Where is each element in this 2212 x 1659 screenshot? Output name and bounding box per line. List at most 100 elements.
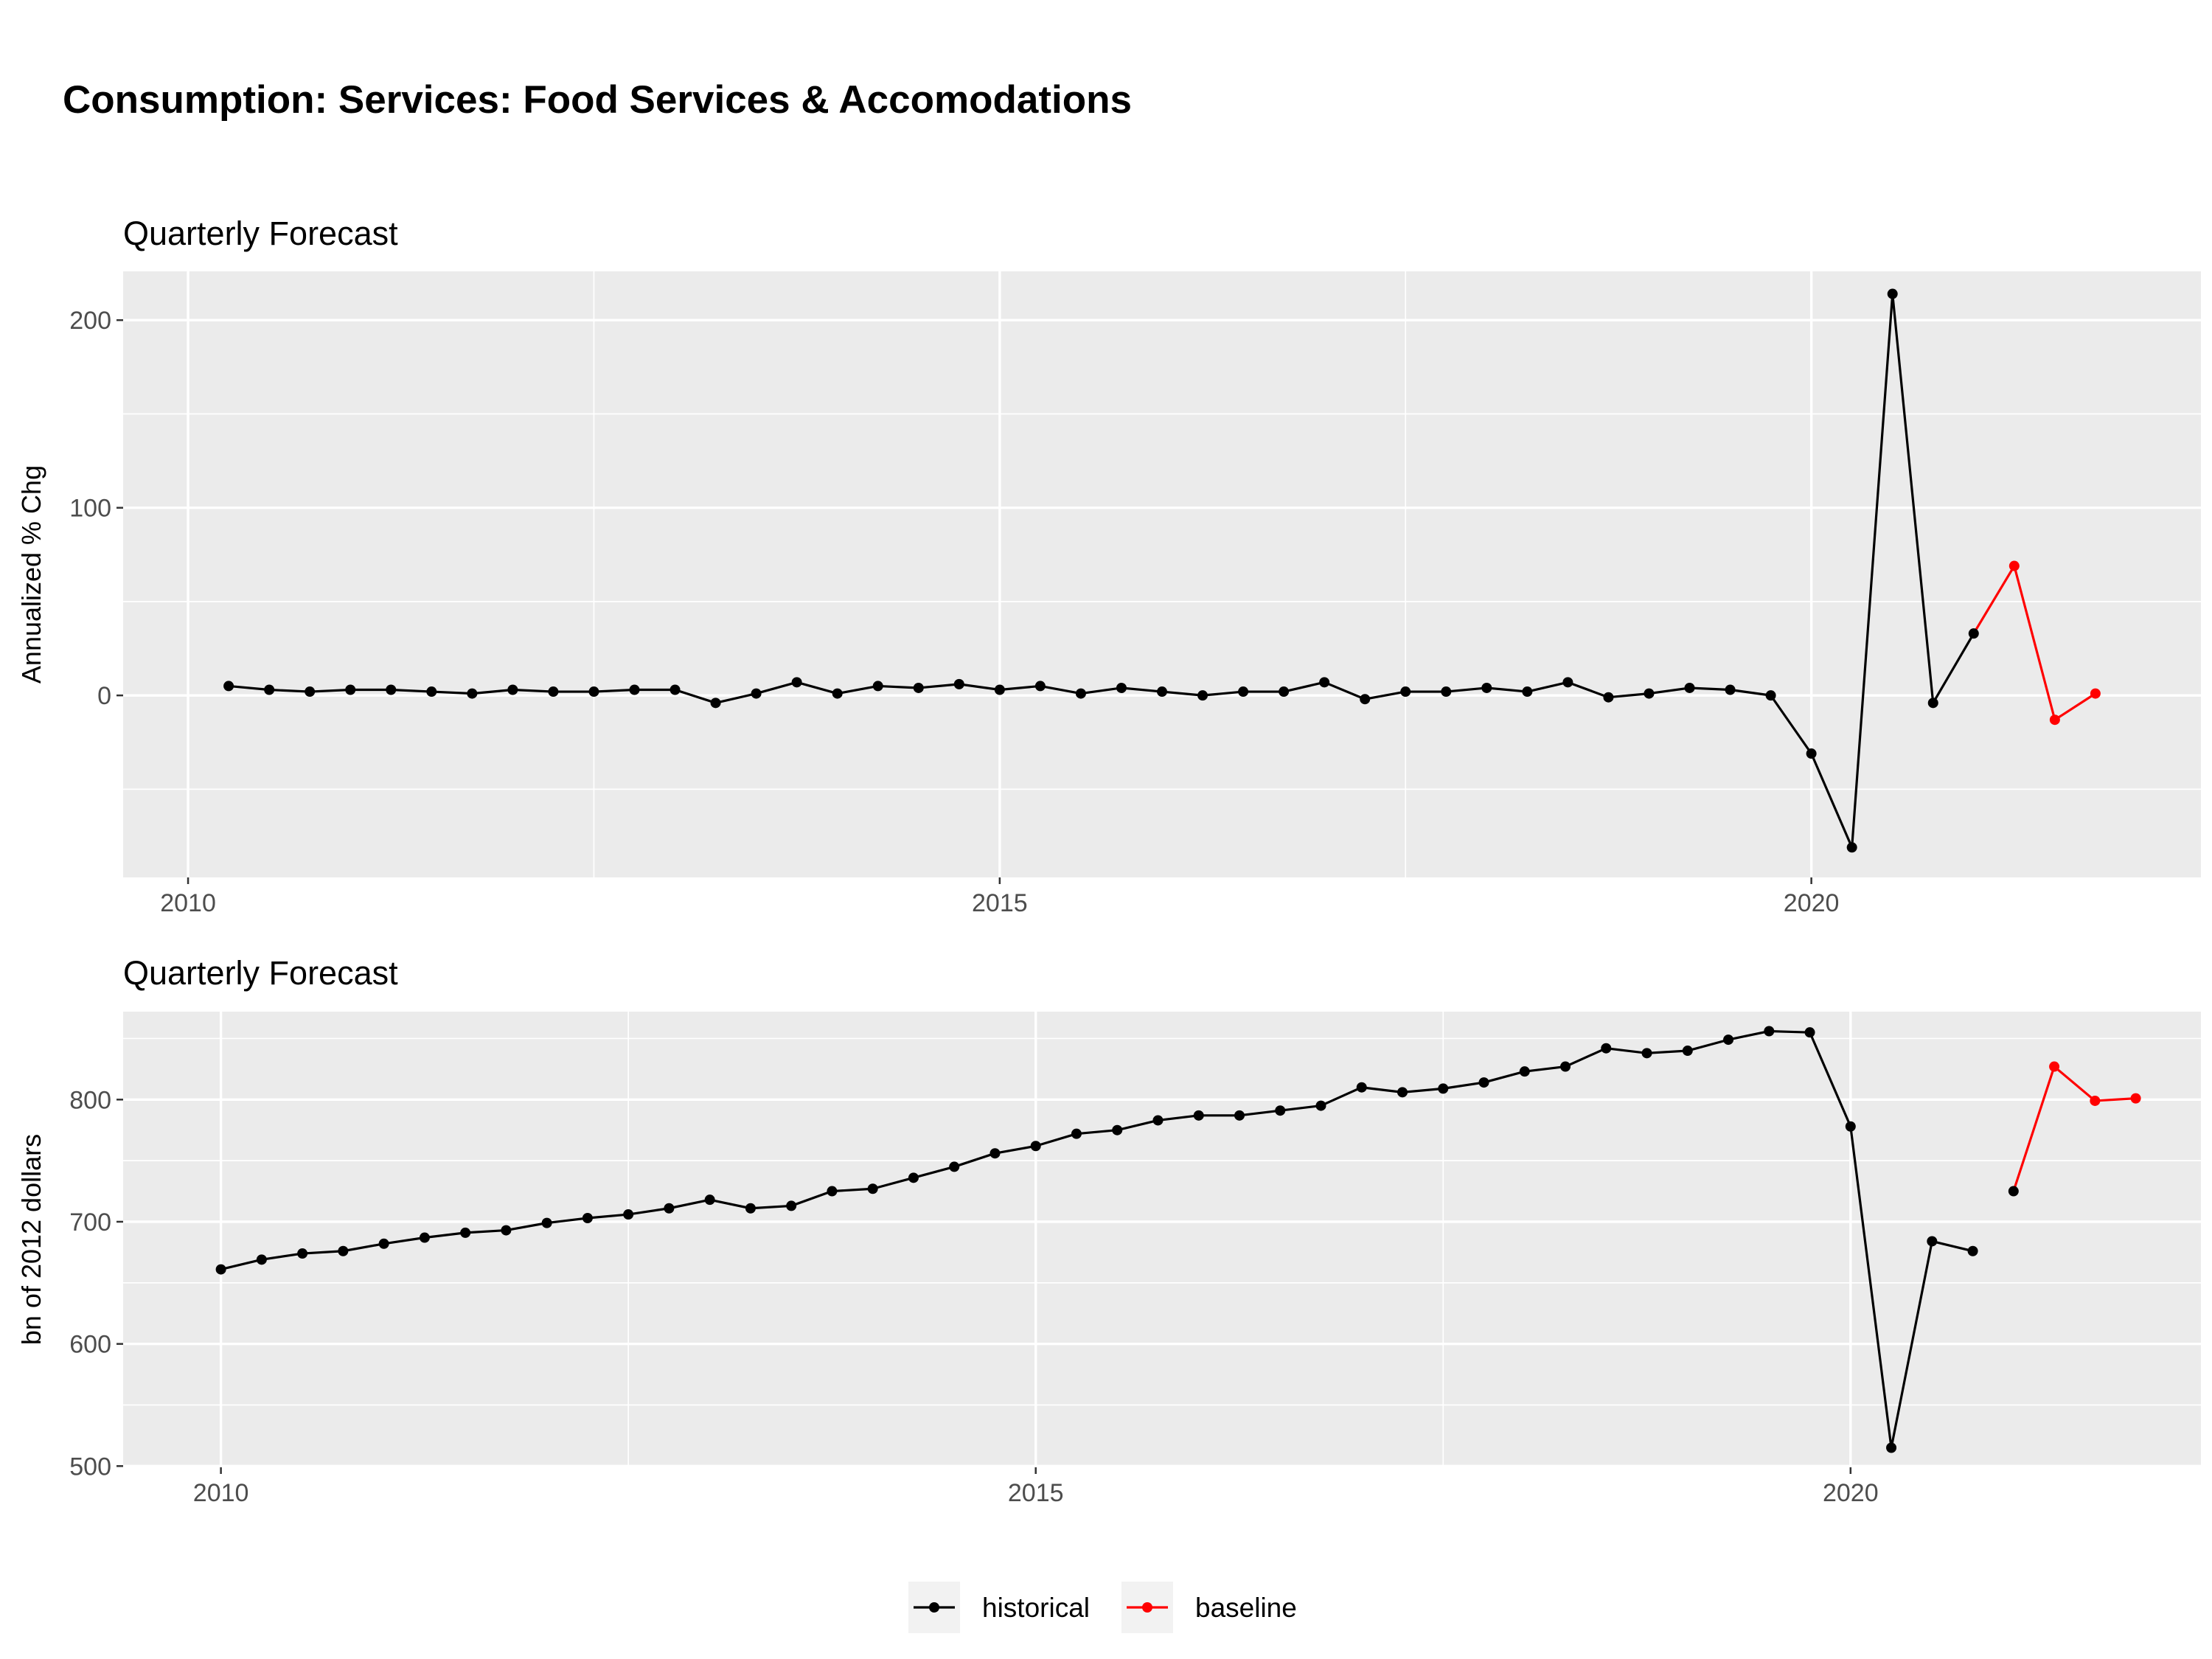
data-point-historical (786, 1200, 797, 1211)
data-point-historical (953, 678, 964, 689)
data-point-baseline (2090, 688, 2101, 699)
data-point-historical (669, 684, 681, 695)
data-point-historical (386, 684, 397, 695)
data-point-historical (1275, 1105, 1286, 1116)
data-point-historical (1481, 682, 1492, 693)
data-point-historical (1238, 686, 1249, 698)
data-point-historical (378, 1238, 389, 1249)
data-point-historical (913, 682, 924, 693)
x-tick-label: 2020 (1784, 889, 1840, 917)
data-point-historical (1234, 1110, 1245, 1121)
y-tick-label: 700 (69, 1208, 111, 1237)
data-point-historical (994, 684, 1005, 695)
data-point-historical (460, 1227, 471, 1238)
data-point-historical (2008, 1186, 2019, 1197)
legend-label-baseline: baseline (1195, 1593, 1297, 1623)
series-line-historical (228, 292, 1975, 849)
y-tick-label: 800 (69, 1086, 111, 1114)
data-point-historical (1603, 692, 1614, 703)
legend-point-baseline (1142, 1602, 1152, 1613)
plot-background (123, 271, 2201, 877)
y-tick-label: 100 (69, 495, 111, 523)
data-point-historical (1279, 686, 1290, 698)
chart-title: Consumption: Services: Food Services & A… (63, 78, 1132, 122)
data-point-historical (338, 1245, 349, 1256)
data-point-baseline (2049, 714, 2060, 726)
panel-annualized-pct-chg: Quarterly Forecast 0 100 200 2010 2015 2020 Ann… (16, 215, 2201, 917)
data-point-historical (1522, 686, 1533, 698)
data-point-historical (548, 686, 559, 698)
data-point-historical (751, 688, 762, 699)
data-point-historical (827, 1186, 838, 1197)
data-point-historical (832, 688, 843, 699)
data-point-historical (1034, 681, 1046, 692)
x-tick-label: 2015 (972, 889, 1028, 917)
data-point-baseline (2130, 1093, 2141, 1104)
data-point-historical (1356, 1082, 1367, 1093)
y-axis-title: Annualized % Chg (16, 465, 46, 684)
data-point-historical (1438, 1083, 1449, 1094)
data-point-historical (1075, 688, 1086, 699)
data-point-baseline (2049, 1061, 2060, 1072)
data-point-historical (710, 698, 721, 709)
data-point-historical (582, 1213, 593, 1224)
data-point-historical (791, 677, 802, 688)
data-point-historical (1560, 1061, 1571, 1072)
legend-label-historical: historical (982, 1593, 1090, 1623)
data-point-historical (1764, 1026, 1775, 1037)
data-point-historical (215, 1264, 226, 1275)
series-line-connector (1972, 565, 2016, 634)
data-point-historical (1927, 1236, 1938, 1247)
x-tick-label: 2010 (160, 889, 216, 917)
series-line-connector (2012, 1066, 2056, 1192)
data-point-historical (1887, 288, 1898, 299)
data-point-historical (1804, 1027, 1815, 1038)
series-line-historical (220, 1029, 1973, 1450)
data-point-historical (1360, 694, 1371, 705)
data-point-historical (1193, 1110, 1204, 1121)
data-point-historical (872, 681, 883, 692)
data-point-historical (745, 1203, 756, 1214)
data-point-historical (1157, 686, 1167, 698)
y-tick-label: 200 (69, 307, 111, 335)
data-point-historical (1112, 1124, 1123, 1135)
data-point-historical (297, 1248, 308, 1259)
data-point-historical (949, 1161, 960, 1172)
legend-point-historical (929, 1602, 939, 1613)
data-point-historical (990, 1148, 1001, 1159)
data-point-historical (1400, 686, 1411, 698)
data-point-historical (629, 684, 640, 695)
data-point-historical (1765, 690, 1776, 701)
data-point-historical (664, 1203, 675, 1214)
panel-bn-2012-dollars: Quarterly Forecast 500 600 700 800 2010 2015 20… (16, 954, 2201, 1507)
data-point-historical (305, 686, 316, 698)
data-point-historical (1968, 628, 1979, 639)
data-point-historical (1319, 677, 1330, 688)
data-point-historical (1152, 1115, 1164, 1126)
data-point-historical (704, 1194, 715, 1206)
data-point-historical (1723, 1034, 1734, 1046)
data-point-historical (867, 1183, 878, 1194)
data-point-historical (1478, 1077, 1489, 1088)
y-tick-label: 600 (69, 1331, 111, 1359)
data-point-historical (1601, 1043, 1612, 1054)
data-point-historical (1315, 1100, 1326, 1111)
data-point-historical (501, 1225, 512, 1236)
data-point-historical (1030, 1141, 1041, 1152)
data-point-historical (256, 1254, 267, 1265)
data-point-historical (1684, 682, 1695, 693)
data-point-baseline (2008, 560, 2020, 571)
data-point-historical (1845, 1121, 1856, 1132)
data-point-historical (1071, 1128, 1082, 1139)
data-point-historical (426, 686, 437, 698)
data-point-historical (467, 688, 478, 699)
data-point-historical (1886, 1442, 1897, 1453)
data-point-historical (1644, 688, 1655, 699)
plot-background (123, 1012, 2201, 1467)
panel-title: Quarterly Forecast (123, 215, 398, 252)
y-tick-label: 0 (97, 682, 111, 710)
data-point-historical (908, 1172, 919, 1183)
data-point-historical (1682, 1046, 1693, 1057)
data-point-historical (1562, 677, 1573, 688)
data-point-historical (1116, 682, 1127, 693)
